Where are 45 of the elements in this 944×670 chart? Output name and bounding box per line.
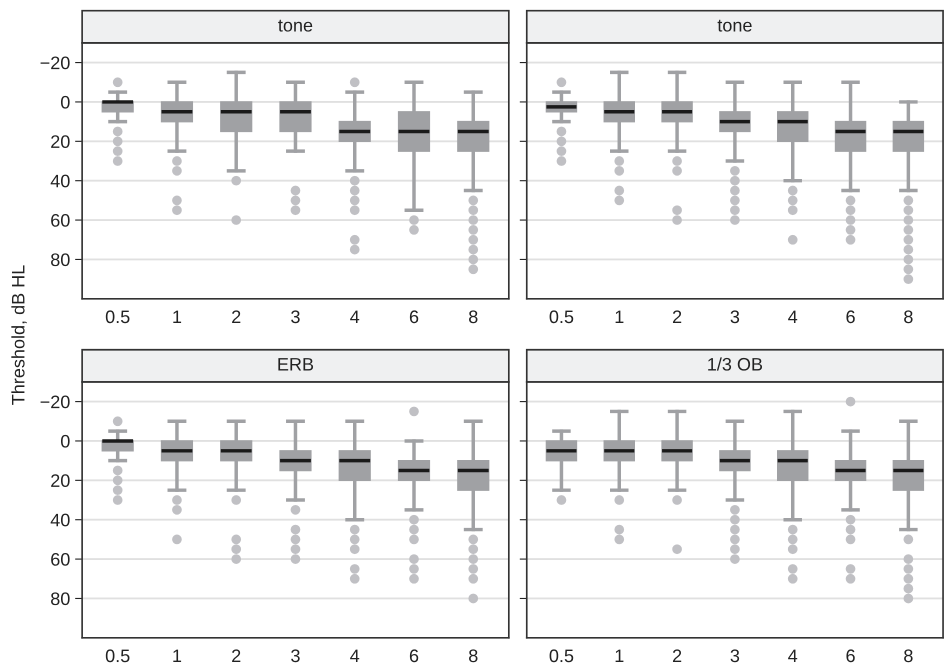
x-tick-label: 3 xyxy=(730,649,740,662)
x-tick-label: 2 xyxy=(232,649,240,662)
x-tick-label: 3 xyxy=(291,649,300,662)
chart-title: tone xyxy=(718,20,752,32)
x-tick-label: 0.5 xyxy=(550,649,574,662)
x-tick-label: 6 xyxy=(846,649,855,662)
y-tick-label: 40 xyxy=(50,514,70,526)
x-tick-label: 2 xyxy=(232,310,240,324)
x-tick-label: 6 xyxy=(846,310,855,324)
y-tick-label: 60 xyxy=(51,214,70,227)
x-tick-label: 0.5 xyxy=(550,310,574,324)
y-tick-label: 0 xyxy=(60,96,70,109)
y-tick-label: 80 xyxy=(51,253,70,266)
x-tick-label: 3 xyxy=(730,310,740,324)
chart-title: 1/3 OB xyxy=(708,357,762,371)
y-axis-title: Threshold, dB HL xyxy=(11,265,27,405)
y-tick-label: 40 xyxy=(50,174,70,188)
x-tick-label: 4 xyxy=(788,310,798,324)
y-tick-label: 20 xyxy=(51,474,70,488)
x-tick-label: 0.5 xyxy=(106,310,130,324)
x-tick-label: 0.5 xyxy=(106,649,130,662)
y-tick-label: 80 xyxy=(51,592,70,606)
x-tick-label: 4 xyxy=(350,310,360,324)
y-tick-label: 0 xyxy=(60,434,70,448)
x-tick-label: 8 xyxy=(469,310,478,324)
x-tick-label: 1 xyxy=(616,310,624,324)
y-tick-label: 20 xyxy=(51,135,70,148)
x-tick-label: 8 xyxy=(904,649,913,662)
x-tick-label: 3 xyxy=(291,310,300,324)
x-tick-label: 1 xyxy=(616,650,624,662)
x-tick-label: 6 xyxy=(410,310,418,324)
x-tick-label: 2 xyxy=(672,649,682,662)
y-tick-label: 60 xyxy=(51,553,70,566)
y-tick-label: −20 xyxy=(40,396,70,408)
x-tick-label: 1 xyxy=(173,310,182,324)
y-tick-label: −20 xyxy=(40,56,70,70)
x-tick-label: 1 xyxy=(173,650,182,662)
chart-title: ERB xyxy=(278,358,314,370)
x-tick-label: 4 xyxy=(788,650,798,662)
x-tick-label: 4 xyxy=(350,650,360,662)
x-tick-label: 8 xyxy=(469,649,478,662)
x-tick-label: 8 xyxy=(904,310,913,324)
chart-title: tone xyxy=(278,20,312,32)
x-tick-label: 2 xyxy=(672,310,682,324)
x-tick-label: 6 xyxy=(410,649,418,662)
